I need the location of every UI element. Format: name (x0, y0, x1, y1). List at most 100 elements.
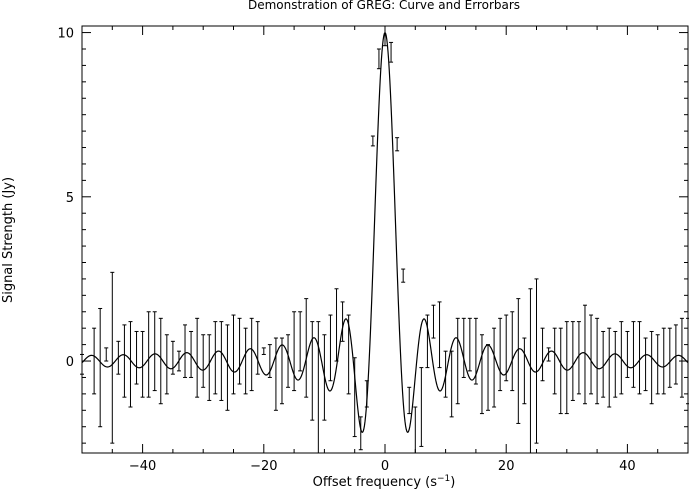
error-bar (601, 330, 606, 398)
error-bar (316, 321, 321, 453)
error-bar (552, 327, 557, 395)
error-bar (510, 311, 515, 392)
error-bar (613, 330, 618, 398)
error-bar (104, 347, 109, 362)
error-bar (625, 330, 630, 378)
error-bar (431, 304, 436, 339)
error-bar (358, 416, 363, 451)
error-bar (570, 321, 575, 401)
error-bar (110, 271, 115, 444)
error-bar (558, 327, 563, 415)
error-bar (655, 334, 660, 395)
error-bar (261, 347, 266, 355)
error-bar (376, 48, 381, 70)
error-bar (201, 334, 206, 388)
x-tick-label: −40 (129, 459, 156, 474)
error-bar (310, 321, 315, 421)
error-bar (461, 317, 466, 378)
error-bar (189, 330, 194, 378)
error-bar (528, 288, 533, 453)
error-bar (425, 314, 430, 369)
y-axis-label: Signal Strength (Jy) (1, 177, 16, 303)
error-bars (80, 26, 689, 453)
error-bar (637, 321, 642, 395)
error-bar (140, 330, 145, 398)
error-bar (279, 337, 284, 405)
chart-title: Demonstration of GREG: Curve and Errorba… (248, 0, 520, 12)
error-bar (661, 327, 666, 395)
error-bar (370, 135, 375, 147)
error-bar (249, 317, 254, 392)
error-bar (643, 337, 648, 392)
x-tick-label: −20 (250, 459, 277, 474)
error-bar (116, 340, 121, 375)
error-bar (534, 278, 539, 444)
error-bar (589, 314, 594, 395)
error-bar (346, 314, 351, 395)
error-bar (389, 41, 394, 63)
error-bar (286, 334, 291, 388)
error-bar (243, 327, 248, 395)
error-bar (195, 317, 200, 398)
error-bar (679, 317, 684, 398)
error-bar (516, 298, 521, 424)
error-bar (122, 324, 127, 398)
error-bar (522, 337, 527, 405)
error-bar (395, 137, 400, 152)
error-bar (237, 317, 242, 385)
error-bar (407, 386, 412, 415)
error-bar (207, 334, 212, 401)
error-bar (479, 334, 484, 415)
error-bar (128, 321, 133, 408)
error-bar (176, 350, 181, 372)
x-tick-labels: −40 −20 0 20 40 (129, 459, 636, 474)
error-bar (582, 304, 587, 405)
error-bar (504, 314, 509, 382)
error-bar (467, 317, 472, 372)
error-bar (273, 337, 278, 411)
y-tick-label: 10 (57, 27, 74, 42)
error-bar (473, 317, 478, 385)
error-bar (619, 321, 624, 395)
error-bar (183, 324, 188, 378)
error-bar (383, 26, 387, 47)
error-bar (540, 327, 545, 382)
error-bar (413, 406, 418, 453)
error-bar (170, 340, 175, 375)
y-tick-labels: 0 5 10 (57, 27, 74, 370)
error-bar (334, 288, 339, 362)
x-axis-label: Offset frequency (s−1) (313, 474, 456, 490)
y-tick-label: 5 (66, 191, 74, 206)
error-bar (146, 311, 151, 398)
error-bar (498, 317, 503, 392)
error-bar (164, 334, 169, 395)
x-tick-label: 0 (381, 459, 389, 474)
error-bar (340, 301, 345, 342)
error-bar (492, 327, 497, 408)
x-tick-label: 40 (619, 459, 636, 474)
error-bar (419, 367, 424, 447)
error-bar (443, 350, 448, 398)
x-tick-label: 20 (498, 459, 515, 474)
error-bar (255, 321, 260, 375)
error-bar (595, 317, 600, 405)
y-tick-label: 0 (66, 355, 74, 370)
error-bar (267, 344, 272, 378)
error-bar (546, 347, 551, 362)
error-bar (304, 298, 309, 398)
error-bar (80, 353, 84, 375)
error-bar (673, 324, 678, 385)
error-bar (401, 268, 406, 283)
error-bar (649, 330, 654, 405)
error-bar (158, 317, 163, 405)
error-bar (292, 311, 297, 392)
error-bar (328, 314, 333, 382)
error-bar (298, 311, 303, 372)
error-bar (213, 321, 218, 395)
error-bar (98, 307, 103, 428)
error-bar (564, 321, 569, 415)
error-bar (322, 334, 327, 421)
error-bar (437, 301, 442, 369)
error-bar (667, 327, 672, 388)
